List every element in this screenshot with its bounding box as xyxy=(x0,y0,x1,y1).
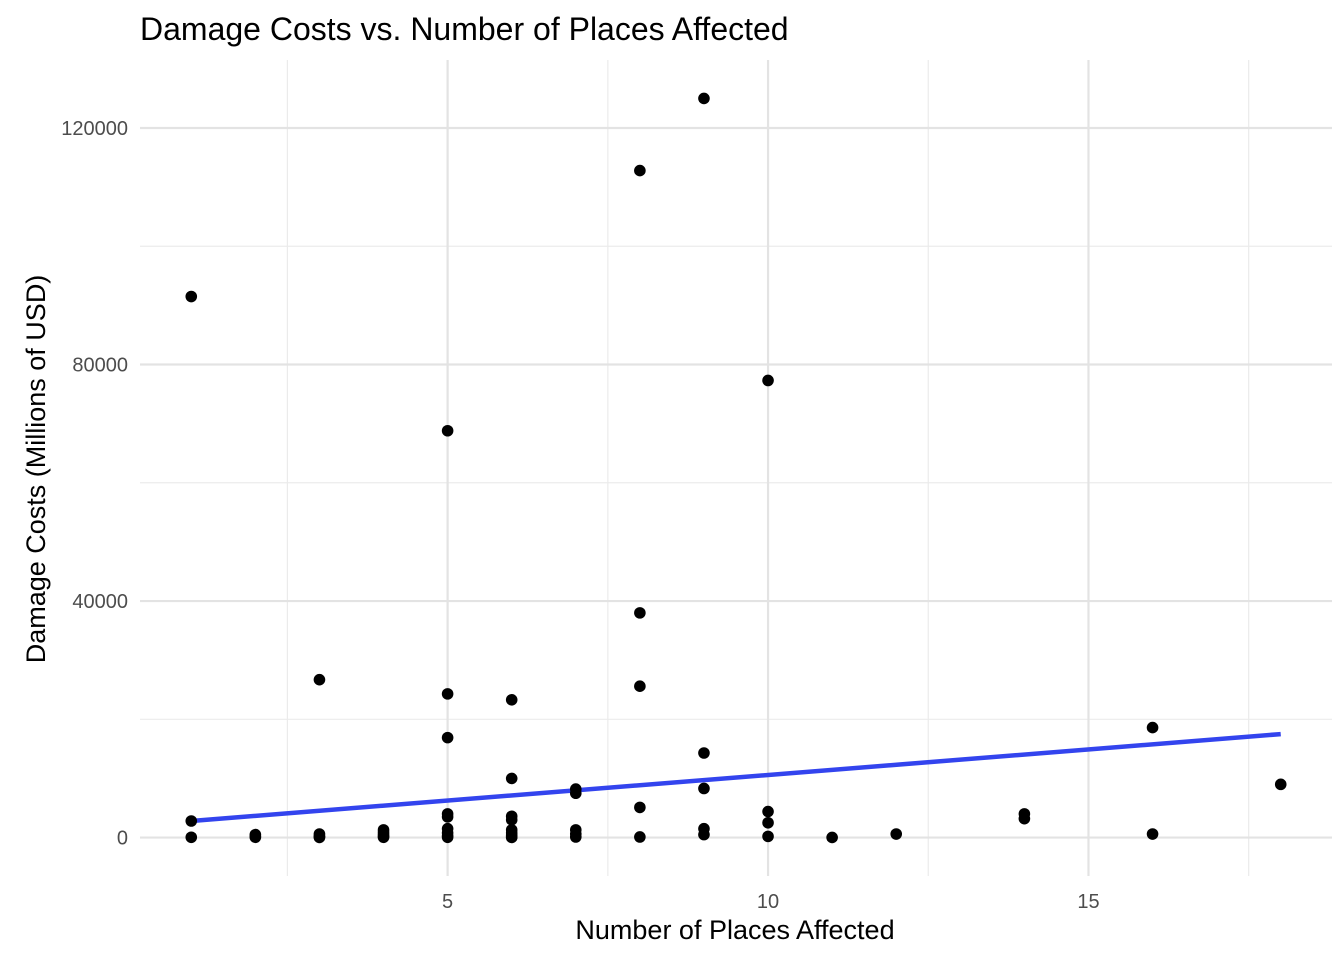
y-tick-label: 40000 xyxy=(72,591,128,613)
data-point xyxy=(634,164,646,177)
trend-line-layer xyxy=(191,731,1281,824)
data-point xyxy=(698,747,710,759)
data-point xyxy=(1146,721,1159,734)
data-point xyxy=(634,831,646,843)
x-axis-label: Number of Places Affected xyxy=(575,915,894,945)
data-point xyxy=(441,831,454,844)
data-point xyxy=(249,831,262,844)
y-axis-label: Damage Costs (Millions of USD) xyxy=(21,275,51,664)
data-point xyxy=(762,805,774,818)
x-tick-label: 5 xyxy=(442,891,453,913)
data-point xyxy=(826,831,838,844)
data-point xyxy=(185,815,198,827)
trend-line xyxy=(191,731,1281,824)
data-point xyxy=(634,680,646,692)
data-point xyxy=(505,814,518,826)
y-tick-label: 80000 xyxy=(72,355,128,377)
data-point xyxy=(762,830,774,843)
data-point xyxy=(313,831,326,844)
x-tick-labels: 5 10 15 xyxy=(442,891,1100,913)
data-point xyxy=(569,831,582,843)
data-point xyxy=(1146,828,1159,840)
data-points xyxy=(185,92,1287,844)
data-point xyxy=(634,801,646,814)
data-point xyxy=(762,816,774,829)
data-point xyxy=(698,828,710,841)
data-point xyxy=(634,607,646,619)
data-point xyxy=(505,831,518,844)
data-point xyxy=(505,693,518,706)
data-point xyxy=(1018,812,1031,825)
data-point xyxy=(762,374,774,387)
data-point xyxy=(377,831,390,844)
data-point xyxy=(313,673,326,686)
minor-gridlines xyxy=(140,60,1332,876)
data-point xyxy=(698,782,710,795)
data-point xyxy=(185,831,198,844)
x-tick-label: 15 xyxy=(1077,891,1099,913)
y-tick-label: 120000 xyxy=(61,118,128,140)
data-point xyxy=(441,424,454,437)
data-point xyxy=(890,828,903,840)
chart-title: Damage Costs vs. Number of Places Affect… xyxy=(140,11,789,47)
x-tick-label: 10 xyxy=(757,891,779,913)
data-point xyxy=(698,92,710,105)
y-tick-label: 0 xyxy=(117,828,128,850)
data-point xyxy=(441,688,454,700)
data-point xyxy=(1274,778,1287,791)
data-point xyxy=(441,731,454,744)
y-tick-labels: 0 40000 80000 120000 xyxy=(61,118,128,850)
major-gridlines xyxy=(140,60,1332,876)
data-point xyxy=(569,787,582,800)
data-point xyxy=(441,811,454,823)
data-point xyxy=(185,290,198,303)
data-point xyxy=(505,772,518,785)
